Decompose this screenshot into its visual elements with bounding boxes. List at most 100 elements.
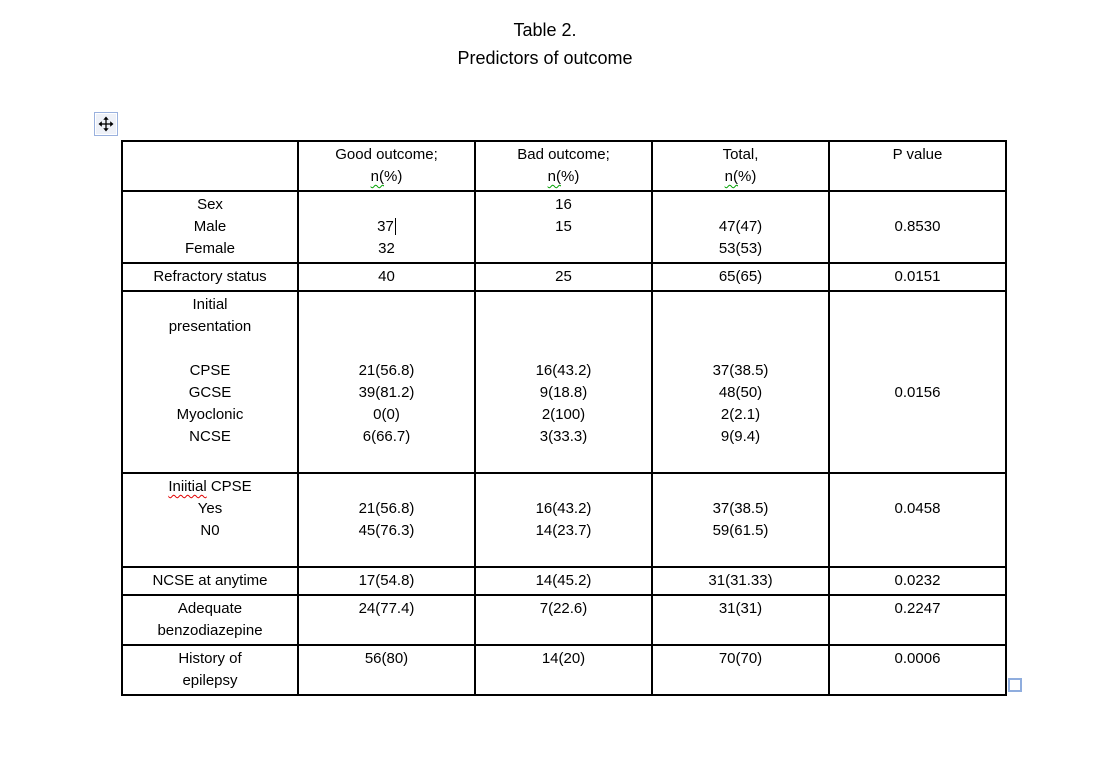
cell-line <box>654 316 827 338</box>
cell-line <box>477 338 650 360</box>
cell-line: 9(9.4) <box>720 428 761 445</box>
cell-refractory-bad[interactable]: 25 <box>474 262 653 292</box>
cell-ncse-total[interactable]: 31(31.33) <box>651 566 830 596</box>
cell-line: GCSE <box>188 384 232 401</box>
cell-sex-total[interactable]: 47(47) 53(53) <box>651 190 830 264</box>
cell-line: 31(31.33) <box>708 572 773 589</box>
cell-history-p[interactable]: 0.0006 <box>828 644 1007 696</box>
cell-line <box>124 448 296 470</box>
cell-benzo-label[interactable]: Adequate benzodiazepine <box>121 594 299 646</box>
cell-line: 14(23.7) <box>535 522 592 539</box>
row-initial-presentation: Initial presentation CPSE GCSE Myoclonic NCSE… <box>121 290 1007 474</box>
cell-line <box>831 360 1004 382</box>
cell-line: 0.0156 <box>894 384 941 401</box>
cell-line <box>300 316 473 338</box>
cell-line: Myoclonic <box>176 406 244 423</box>
cell-line: NCSE <box>189 428 231 445</box>
cell-history-good[interactable]: 56(80) <box>297 644 476 696</box>
table-title[interactable]: Table 2. Predictors of outcome <box>0 16 1090 72</box>
cell-ncse-good[interactable]: 17(54.8) <box>297 566 476 596</box>
cell-initial-presentation-label[interactable]: Initial presentation CPSE GCSE Myoclonic NCSE <box>121 290 299 474</box>
cell-benzo-good[interactable]: 24(77.4) <box>297 594 476 646</box>
cell-line: 47(47) <box>718 218 763 235</box>
cell-line <box>831 338 1004 360</box>
cell-refractory-p[interactable]: 0.0151 <box>828 262 1007 292</box>
cell-line <box>831 426 1004 448</box>
cell-line <box>831 294 1004 316</box>
cell-line: NCSE at anytime <box>152 572 268 589</box>
cell-initial-presentation-total[interactable]: 37(38.5) 48(50) 2(2.1) 9(9.4) <box>651 290 830 474</box>
cell-line <box>300 294 473 316</box>
cell-line: 9(18.8) <box>539 384 588 401</box>
cell-history-total[interactable]: 70(70) <box>651 644 830 696</box>
cell-line: 16 <box>555 196 572 213</box>
cell-line: 21(56.8) <box>358 500 415 517</box>
cell-refractory-label[interactable]: Refractory status <box>121 262 299 292</box>
cell-line <box>654 294 827 316</box>
cell-benzo-bad[interactable]: 7(22.6) <box>474 594 653 646</box>
cell-sex-p[interactable]: 0.8530 <box>828 190 1007 264</box>
cell-line: 16(43.2) <box>535 500 592 517</box>
cell-ncse-bad[interactable]: 14(45.2) <box>474 566 653 596</box>
cell-benzo-total[interactable]: 31(31) <box>651 594 830 646</box>
header-unit: n(%) <box>300 166 473 188</box>
cell-line: 0.8530 <box>894 218 941 235</box>
cell-initial-presentation-good[interactable]: 21(56.8) 39(81.2) 0(0) 6(66.7) <box>297 290 476 474</box>
cell-line: Yes <box>197 500 223 517</box>
table-move-handle[interactable] <box>94 112 118 136</box>
cell-initial-cpse-bad[interactable]: 16(43.2) 14(23.7) <box>474 472 653 568</box>
header-good-outcome[interactable]: Good outcome; n(%) <box>297 140 476 192</box>
header-p-value[interactable]: P value <box>828 140 1007 192</box>
header-unit: n(%) <box>654 166 827 188</box>
header-empty-cell[interactable] <box>121 140 299 192</box>
cell-line: 21(56.8) <box>358 362 415 379</box>
cell-refractory-total[interactable]: 65(65) <box>651 262 830 292</box>
cell-line <box>654 194 827 216</box>
spellcheck-flagged-text: Iniitial <box>168 478 207 495</box>
cell-line <box>477 316 650 338</box>
cell-line: 16(43.2) <box>535 362 592 379</box>
cell-benzo-p[interactable]: 0.2247 <box>828 594 1007 646</box>
cell-value: CPSE <box>206 478 252 495</box>
cell-initial-cpse-total[interactable]: 37(38.5) 59(61.5) <box>651 472 830 568</box>
cell-line <box>300 620 473 642</box>
cell-line: 40 <box>378 268 395 285</box>
header-unit: n(%) <box>477 166 650 188</box>
text-cursor <box>394 218 396 235</box>
spellcheck-flagged-text: n( <box>547 168 561 185</box>
table-resize-handle[interactable] <box>1008 678 1022 692</box>
cell-line: 17(54.8) <box>358 572 415 589</box>
cell-history-label[interactable]: History of epilepsy <box>121 644 299 696</box>
cell-line <box>654 542 827 564</box>
cell-initial-cpse-p[interactable]: 0.0458 <box>828 472 1007 568</box>
cell-initial-presentation-p[interactable]: 0.0156 <box>828 290 1007 474</box>
spellcheck-flagged-text: n( <box>370 168 384 185</box>
cell-refractory-good[interactable]: 40 <box>297 262 476 292</box>
cell-line: Adequate <box>177 600 243 617</box>
row-ncse-anytime: NCSE at anytime 17(54.8) 14(45.2) 31(31.… <box>121 566 1007 596</box>
cell-sex-label[interactable]: Sex Male Female <box>121 190 299 264</box>
cell-sex-good[interactable]: 37 32 <box>297 190 476 264</box>
cell-line: N0 <box>200 522 220 539</box>
cell-line: 32 <box>378 240 395 257</box>
header-label: Bad outcome; <box>517 146 610 163</box>
cell-line: 25 <box>555 268 572 285</box>
cell-line <box>831 476 1004 498</box>
header-total[interactable]: Total, n(%) <box>651 140 830 192</box>
cell-sex-bad[interactable]: 16 15 <box>474 190 653 264</box>
cell-ncse-p[interactable]: 0.0232 <box>828 566 1007 596</box>
cell-line: benzodiazepine <box>157 622 263 639</box>
cell-line: 70(70) <box>718 650 763 667</box>
row-refractory-status: Refractory status 40 25 65(65) 0.0151 <box>121 262 1007 292</box>
row-history-epilepsy: History of epilepsy 56(80) 14(20) 70(70) … <box>121 644 1007 696</box>
cell-ncse-label[interactable]: NCSE at anytime <box>121 566 299 596</box>
cell-history-bad[interactable]: 14(20) <box>474 644 653 696</box>
cell-initial-cpse-good[interactable]: 21(56.8) 45(76.3) <box>297 472 476 568</box>
cell-line <box>477 448 650 470</box>
header-bad-outcome[interactable]: Bad outcome; n(%) <box>474 140 653 192</box>
cell-line <box>300 476 473 498</box>
cell-initial-presentation-bad[interactable]: 16(43.2) 9(18.8) 2(100) 3(33.3) <box>474 290 653 474</box>
cell-line <box>831 620 1004 642</box>
cell-initial-cpse-label[interactable]: Iniitial CPSE Yes N0 <box>121 472 299 568</box>
